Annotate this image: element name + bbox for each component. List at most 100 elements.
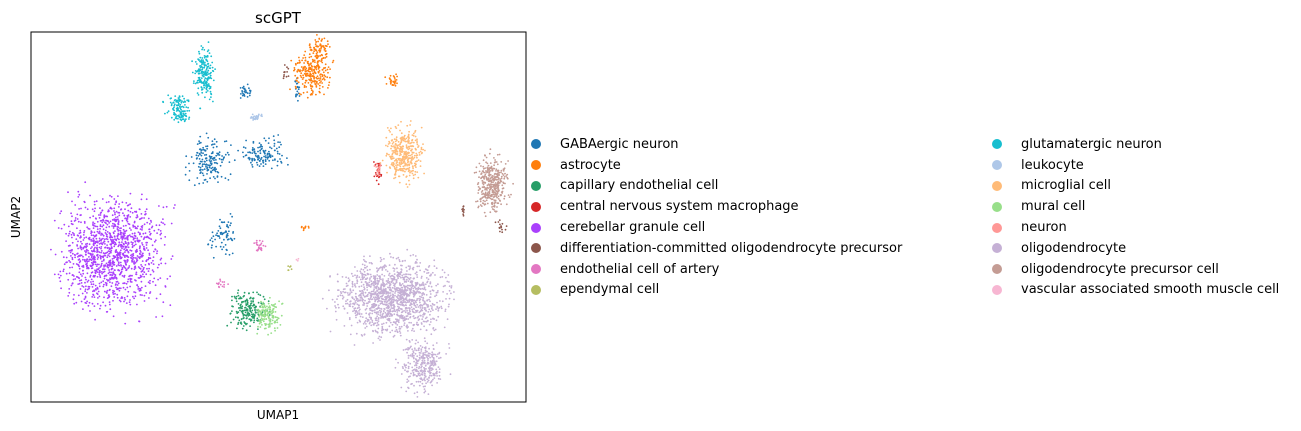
point xyxy=(127,278,130,281)
point xyxy=(173,99,176,102)
point xyxy=(143,266,145,269)
point xyxy=(177,117,179,120)
point xyxy=(422,296,424,299)
point xyxy=(376,274,379,276)
point xyxy=(396,144,398,147)
point xyxy=(110,249,113,252)
point xyxy=(406,370,409,373)
point xyxy=(242,92,244,95)
cluster-7-0 xyxy=(287,265,293,272)
point xyxy=(241,91,244,93)
point xyxy=(382,278,384,280)
point xyxy=(345,300,347,303)
point xyxy=(129,299,131,301)
point xyxy=(309,63,312,65)
point xyxy=(410,281,413,283)
point xyxy=(421,294,424,297)
point xyxy=(84,181,87,184)
point xyxy=(279,141,281,144)
point xyxy=(103,296,105,299)
point xyxy=(100,271,103,273)
point xyxy=(420,308,423,311)
point xyxy=(173,103,176,106)
point xyxy=(418,354,421,356)
point xyxy=(407,380,410,382)
point xyxy=(260,247,263,250)
point xyxy=(416,140,418,143)
point xyxy=(211,244,213,247)
point xyxy=(388,153,390,156)
point xyxy=(173,207,175,209)
point xyxy=(104,229,107,232)
point xyxy=(409,346,412,349)
point xyxy=(278,300,280,303)
point xyxy=(407,146,410,148)
point xyxy=(401,147,404,150)
point xyxy=(124,230,126,233)
point xyxy=(129,216,132,218)
point xyxy=(435,267,438,270)
point xyxy=(315,93,317,96)
point xyxy=(423,270,426,273)
point xyxy=(377,291,380,294)
cluster-11-0 xyxy=(256,296,284,336)
point xyxy=(158,224,161,227)
point xyxy=(133,234,136,237)
point xyxy=(376,293,379,295)
point xyxy=(217,230,220,232)
point xyxy=(139,289,142,292)
point xyxy=(67,234,70,237)
point xyxy=(450,285,453,287)
point xyxy=(99,275,101,277)
point xyxy=(149,257,152,260)
point xyxy=(221,161,223,164)
point xyxy=(129,210,132,213)
point xyxy=(119,249,122,252)
point xyxy=(60,287,62,290)
point xyxy=(318,87,321,90)
point xyxy=(197,87,200,90)
point xyxy=(137,231,140,234)
point xyxy=(124,256,126,258)
point xyxy=(303,72,306,75)
point xyxy=(407,361,410,364)
point xyxy=(423,293,426,296)
cluster-6-0 xyxy=(253,239,267,252)
point xyxy=(122,236,125,239)
point xyxy=(120,233,122,236)
point xyxy=(91,231,93,234)
point xyxy=(298,92,301,95)
point xyxy=(317,66,320,69)
point xyxy=(405,294,408,296)
point xyxy=(244,147,247,149)
point xyxy=(140,264,143,266)
point xyxy=(310,79,312,82)
point xyxy=(450,292,452,295)
point xyxy=(125,254,128,257)
point xyxy=(261,313,264,316)
point xyxy=(420,322,423,324)
point xyxy=(227,179,230,181)
point xyxy=(401,145,404,148)
point xyxy=(436,353,439,355)
point xyxy=(98,237,101,240)
point xyxy=(212,100,214,103)
point xyxy=(154,284,157,287)
point xyxy=(298,61,301,64)
point xyxy=(382,292,385,294)
point xyxy=(386,153,388,156)
point xyxy=(261,147,263,150)
point xyxy=(96,254,99,257)
point xyxy=(78,208,80,210)
point xyxy=(71,248,73,251)
point xyxy=(364,299,366,302)
series-9 xyxy=(249,113,263,121)
point xyxy=(239,309,241,312)
point xyxy=(428,369,431,372)
point xyxy=(206,83,209,86)
point xyxy=(394,140,397,143)
point xyxy=(194,61,197,63)
point xyxy=(177,101,180,104)
point xyxy=(245,308,248,311)
point xyxy=(215,168,218,171)
